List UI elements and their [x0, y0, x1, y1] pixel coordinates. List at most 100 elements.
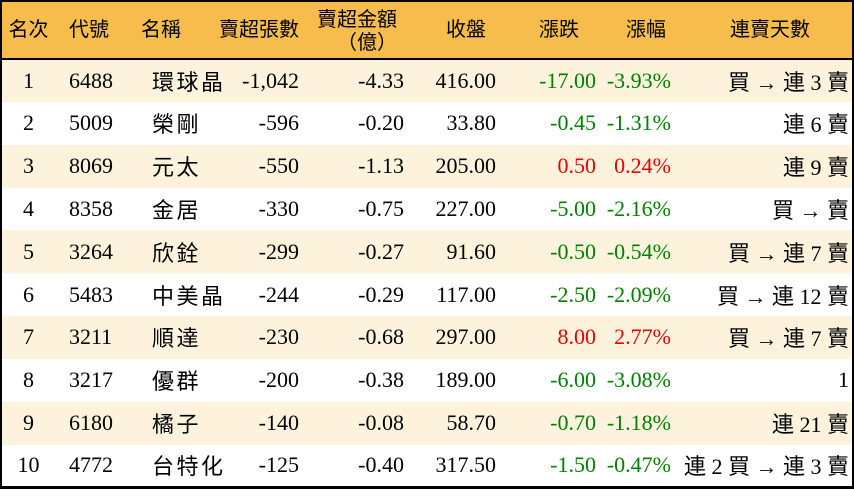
- col-header-rank: 名次: [8, 18, 49, 41]
- cell-name: 優群: [152, 369, 202, 395]
- cell-streak: 買 → 連 7 賣: [727, 240, 849, 266]
- cell-close: 189.00: [435, 367, 497, 393]
- col-header-sell-amount-line2: （億）: [337, 31, 397, 54]
- cell-code: 6180: [69, 410, 113, 436]
- cell-change-pct: -0.47%: [606, 452, 671, 478]
- cell-change-pct: -1.31%: [606, 110, 671, 136]
- cell-code: 3264: [69, 238, 113, 264]
- cell-change: -17.00: [539, 67, 596, 93]
- table-row: 3 8069 元太 -550 -1.13 205.00 0.50 0.24% 連 9 賣: [1, 144, 853, 188]
- cell-close: 205.00: [435, 153, 497, 179]
- col-header-sell-amount-line1: 賣超金額: [317, 8, 397, 31]
- cell-change-pct: 0.24%: [614, 153, 671, 179]
- cell-change-pct: -3.93%: [606, 67, 671, 93]
- cell-close: 227.00: [435, 195, 497, 221]
- cell-rank: 7: [23, 324, 34, 350]
- cell-code: 4772: [69, 452, 113, 478]
- cell-close: 416.00: [435, 67, 497, 93]
- cell-streak: 連 6 賣: [782, 112, 849, 138]
- cell-sell-amount: -0.20: [358, 110, 404, 136]
- cell-sell-amount: -0.08: [358, 410, 404, 436]
- cell-rank: 3: [23, 153, 34, 179]
- cell-sell-volume: -140: [258, 410, 299, 436]
- table-row: 2 5009 榮剛 -596 -0.20 33.80 -0.45 -1.31% 連 6 賣: [1, 101, 853, 145]
- cell-code: 8069: [69, 153, 113, 179]
- table-row: 8 3217 優群 -200 -0.38 189.00 -6.00 -3.08% 1: [1, 358, 853, 402]
- col-header-close: 收盤: [446, 18, 486, 41]
- cell-streak: 買 → 連 3 賣: [727, 69, 849, 95]
- cell-rank: 8: [23, 367, 34, 393]
- col-header-code: 代號: [69, 18, 109, 41]
- table-row: 5 3264 欣銓 -299 -0.27 91.60 -0.50 -0.54% 買 → 連 7 …: [1, 230, 853, 274]
- cell-change: -5.00: [550, 195, 596, 221]
- table-row: 1 6488 環球晶 -1,042 -4.33 416.00 -17.00 -3.93% 買 →…: [1, 59, 853, 102]
- cell-name: 元太: [152, 155, 202, 181]
- table-row: 7 3211 順達 -230 -0.68 297.00 8.00 2.77% 買 → 連 7 賣: [1, 316, 853, 359]
- cell-code: 5483: [69, 281, 113, 307]
- cell-sell-amount: -0.38: [358, 367, 404, 393]
- cell-code: 6488: [69, 67, 113, 93]
- cell-change: -1.50: [550, 452, 596, 478]
- col-header-sell-volume: 賣超張數: [219, 18, 299, 41]
- table-row: 10 4772 台特化 -125 -0.40 317.50 -1.50 -0.47% 連 2 買…: [1, 444, 853, 488]
- cell-sell-amount: -4.33: [358, 67, 404, 93]
- cell-change-pct: 2.77%: [614, 324, 671, 350]
- cell-rank: 10: [17, 452, 40, 478]
- cell-change-pct: -1.18%: [606, 410, 671, 436]
- cell-streak: 買 → 連 7 賣: [727, 326, 849, 352]
- col-header-sell-amount: 賣超金額 （億）: [302, 1, 407, 59]
- cell-code: 3211: [69, 324, 113, 350]
- cell-name: 金居: [152, 197, 202, 223]
- cell-change: 8.00: [557, 324, 597, 350]
- col-header-change: 漲跌: [539, 18, 579, 41]
- cell-change: -2.50: [550, 281, 596, 307]
- cell-change-pct: -2.09%: [606, 281, 671, 307]
- cell-sell-amount: -0.29: [358, 281, 404, 307]
- cell-name: 欣銓: [152, 240, 202, 266]
- cell-streak: 連 21 賣: [771, 412, 849, 438]
- cell-sell-volume: -550: [258, 153, 299, 179]
- cell-sell-volume: -230: [258, 324, 299, 350]
- cell-close: 33.80: [446, 110, 497, 136]
- col-header-name: 名稱: [141, 18, 181, 41]
- cell-sell-volume: -1,042: [242, 67, 299, 93]
- cell-name: 順達: [152, 326, 202, 352]
- cell-close: 58.70: [446, 410, 497, 436]
- cell-sell-amount: -0.75: [358, 195, 404, 221]
- cell-code: 3217: [69, 367, 113, 393]
- cell-change: -0.70: [550, 410, 596, 436]
- table-body: 1 6488 環球晶 -1,042 -4.33 416.00 -17.00 -3.93% 買 →…: [1, 59, 853, 488]
- cell-streak: 買 → 賣: [771, 197, 849, 223]
- table-row: 9 6180 橘子 -140 -0.08 58.70 -0.70 -1.18% 連 21 賣: [1, 401, 853, 445]
- cell-close: 91.60: [446, 238, 497, 264]
- cell-close: 317.50: [435, 452, 497, 478]
- cell-sell-amount: -0.40: [358, 452, 404, 478]
- cell-streak: 買 → 連 12 賣: [716, 283, 849, 309]
- cell-change-pct: -0.54%: [606, 238, 671, 264]
- cell-name: 橘子: [152, 412, 202, 438]
- cell-sell-volume: -125: [258, 452, 299, 478]
- cell-rank: 1: [23, 67, 34, 93]
- cell-change-pct: -3.08%: [606, 367, 671, 393]
- cell-streak: 連 9 賣: [782, 155, 849, 181]
- cell-rank: 2: [23, 110, 34, 136]
- cell-change: 0.50: [557, 153, 597, 179]
- cell-name: 台特化: [152, 454, 226, 480]
- cell-close: 117.00: [436, 281, 496, 307]
- cell-change: -6.00: [550, 367, 596, 393]
- cell-rank: 9: [23, 410, 34, 436]
- cell-rank: 4: [23, 195, 34, 221]
- cell-sell-volume: -299: [258, 238, 299, 264]
- table-header: 名次 代號 名稱 賣超張數 賣超金額 （億） 收盤 漲跌 漲幅 連賣天數: [1, 1, 853, 59]
- table-row: 6 5483 中美晶 -244 -0.29 117.00 -2.50 -2.09% 買 → 連 …: [1, 273, 853, 317]
- cell-sell-volume: -244: [258, 281, 299, 307]
- cell-name: 中美晶: [152, 283, 226, 309]
- cell-code: 8358: [69, 195, 113, 221]
- cell-change-pct: -2.16%: [606, 195, 671, 221]
- col-header-streak: 連賣天數: [730, 18, 810, 41]
- col-header-change-pct: 漲幅: [626, 18, 666, 41]
- table-row: 4 8358 金居 -330 -0.75 227.00 -5.00 -2.16% 買 → 賣: [1, 187, 853, 231]
- cell-sell-amount: -0.68: [358, 324, 404, 350]
- cell-rank: 6: [23, 281, 34, 307]
